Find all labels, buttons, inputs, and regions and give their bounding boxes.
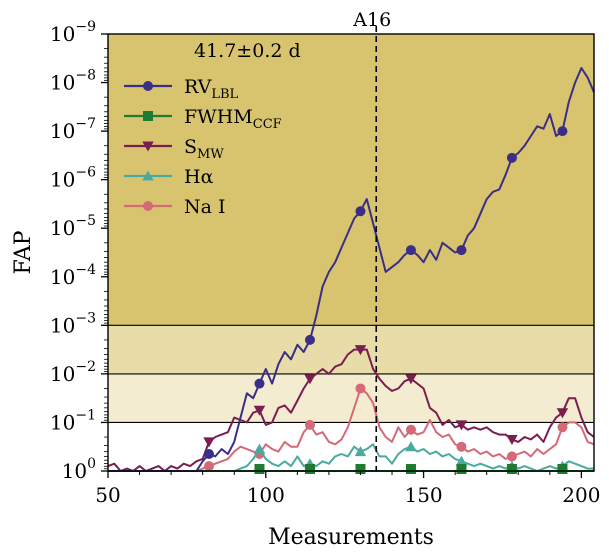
- series-marker-rv: [405, 245, 416, 256]
- y-tick-label: 10−5: [50, 213, 96, 240]
- x-tick-label: 200: [562, 483, 600, 507]
- series-marker-rv: [254, 378, 265, 389]
- y-axis-label: FAP: [11, 230, 36, 274]
- y-tick-label: 10−6: [50, 165, 96, 192]
- y-tick-label: 10−1: [50, 407, 96, 434]
- fap-band-1: [108, 325, 594, 374]
- legend-entry-s: SMW: [124, 136, 224, 162]
- legend: 41.7±0.2 d RVLBL FWHMCCF SMW Hα Na I: [124, 40, 301, 218]
- x-axis-label: Measurements: [268, 525, 434, 550]
- series-marker-fwhm: [405, 464, 416, 474]
- legend-entry-na-i: Na I: [124, 196, 226, 218]
- series-marker-na-i: [506, 451, 517, 462]
- series-marker-na-i: [557, 422, 568, 433]
- y-tick-label: 10−3: [50, 310, 96, 337]
- legend-entry-h-: Hα: [124, 166, 214, 188]
- x-tick-label: 150: [404, 483, 442, 507]
- legend-label-na-i: Na I: [184, 196, 226, 218]
- series-marker-s: [556, 408, 569, 419]
- series-marker-na-i: [203, 461, 214, 472]
- legend-label-fwhm: FWHMCCF: [184, 106, 282, 132]
- series-s: [107, 345, 595, 472]
- series-marker-rv: [557, 126, 568, 137]
- series-marker-fwhm: [355, 464, 366, 474]
- series-marker-na-i: [405, 424, 416, 435]
- legend-marker-s: [142, 141, 154, 152]
- y-tick-label: 10−9: [50, 19, 96, 46]
- fap-band-2: [108, 34, 594, 326]
- series-marker-s: [455, 420, 468, 431]
- series-marker-h-: [253, 443, 266, 454]
- legend-title: 41.7±0.2 d: [194, 40, 301, 62]
- series-marker-fwhm: [254, 464, 265, 474]
- series-marker-h-: [354, 446, 367, 457]
- legend-label-rv: RVLBL: [184, 76, 239, 102]
- series-marker-s: [405, 374, 417, 385]
- series-marker-s: [506, 434, 518, 445]
- series-marker-rv: [355, 206, 366, 217]
- legend-entry-rv: RVLBL: [124, 76, 239, 102]
- legend-label-h-: Hα: [184, 166, 214, 188]
- x-tick-label: 100: [247, 483, 285, 507]
- series-marker-rv: [304, 334, 315, 345]
- legend-entry-fwhm: FWHMCCF: [124, 106, 282, 132]
- series-marker-na-i: [456, 441, 467, 452]
- legend-marker-na-i: [143, 201, 153, 211]
- series-marker-h-: [455, 455, 468, 466]
- series-marker-h-: [405, 441, 417, 452]
- fap-band-0: [108, 373, 594, 423]
- series-marker-rv: [456, 245, 467, 256]
- y-tick-label: 10−2: [50, 359, 96, 386]
- series-marker-fwhm: [557, 464, 568, 474]
- series-marker-fwhm: [304, 464, 315, 474]
- y-tick-label: 10−8: [50, 68, 96, 95]
- plot-frame: [107, 33, 595, 472]
- x-tick-label: 50: [95, 483, 120, 507]
- series-marker-rv: [506, 152, 517, 163]
- vline-label: A16: [352, 9, 391, 31]
- series-marker-s: [203, 437, 215, 448]
- legend-marker-rv: [143, 81, 153, 91]
- series-marker-fwhm: [506, 464, 517, 474]
- series-marker-s: [304, 374, 316, 385]
- legend-marker-fwhm: [143, 111, 153, 121]
- legend-label-s: SMW: [184, 136, 224, 162]
- series-marker-na-i: [304, 419, 315, 430]
- series-marker-s: [253, 405, 266, 416]
- series-marker-s: [354, 345, 367, 356]
- series-marker-na-i: [355, 383, 366, 394]
- y-tick-label: 100: [62, 456, 96, 483]
- y-tick-label: 10−7: [50, 116, 96, 143]
- y-tick-label: 10−4: [50, 262, 96, 289]
- series-marker-rv: [203, 449, 214, 460]
- legend-marker-h-: [142, 170, 154, 181]
- series-marker-fwhm: [456, 464, 467, 474]
